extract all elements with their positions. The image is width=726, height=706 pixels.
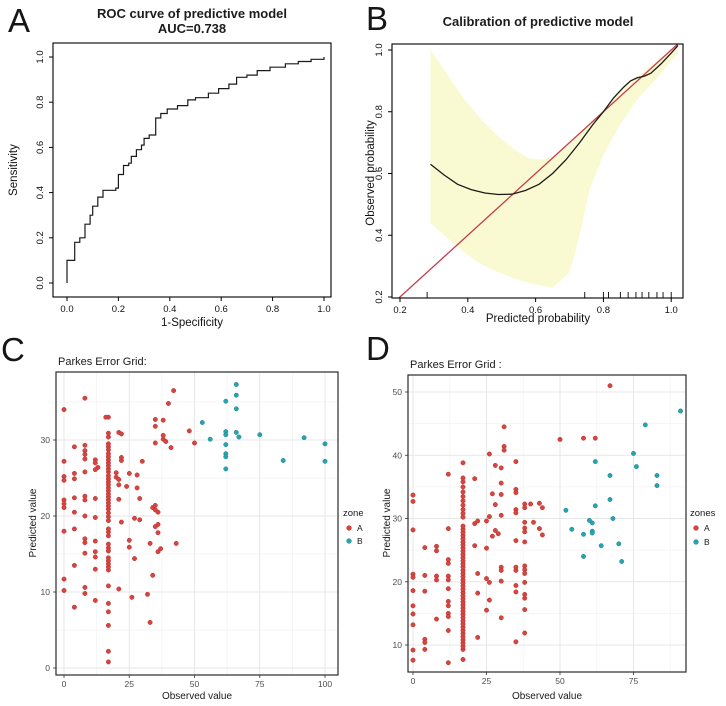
legend-swatch-zone-A (693, 525, 699, 531)
parkes-error-grid-panel-d: 0 25 50 75 10 20 30 40 50 Parkes Error Grid : Obse… (382, 359, 716, 702)
svg-text:zones: zones (690, 508, 716, 519)
svg-text:0: 0 (45, 663, 50, 673)
svg-text:0.4: 0.4 (461, 305, 474, 316)
svg-text:0.6: 0.6 (215, 304, 228, 315)
parkes-error-grid-panel-c: 0 25 50 75 100 0 10 20 30 Parkes Error Grid: Obser… (28, 356, 363, 702)
svg-text:1.0: 1.0 (374, 43, 385, 56)
svg-text:Predicted value: Predicted value (382, 488, 393, 557)
svg-text:0: 0 (411, 676, 416, 686)
confidence-band (430, 44, 678, 288)
svg-text:B: B (357, 536, 363, 546)
svg-text:ROC curve of predictive model: ROC curve of predictive model (97, 6, 287, 21)
svg-text:Sensitivity: Sensitivity (8, 144, 20, 196)
svg-text:0.0: 0.0 (35, 276, 46, 289)
parkes-grid-plot: 0 25 50 75 100 0 10 20 30 Parkes Error Grid: Obser… (28, 356, 363, 702)
scatter-points-zone-B (563, 408, 683, 564)
svg-text:1.0: 1.0 (665, 305, 678, 316)
svg-text:Parkes Error Grid :: Parkes Error Grid : (410, 359, 502, 371)
svg-text:A: A (704, 523, 710, 533)
svg-text:Predicted probability: Predicted probability (486, 313, 590, 325)
scatter-points-zone-A (410, 383, 613, 666)
svg-text:0.4: 0.4 (163, 304, 176, 315)
svg-text:50: 50 (393, 387, 403, 397)
svg-text:0.2: 0.2 (35, 231, 46, 244)
svg-text:0: 0 (62, 679, 67, 689)
roc-curve-panel: 0.0 0.2 0.4 0.6 0.8 1.0 0.0 0.2 0.4 0.6 0.8 1.0 ROC … (8, 6, 332, 329)
svg-text:0.4: 0.4 (374, 229, 385, 242)
svg-text:0.6: 0.6 (529, 305, 542, 316)
svg-text:40: 40 (393, 450, 403, 460)
roc-curve-line (66, 57, 325, 283)
svg-text:30: 30 (393, 514, 403, 524)
svg-text:0.6: 0.6 (374, 167, 385, 180)
svg-text:Parkes Error Grid:: Parkes Error Grid: (58, 356, 147, 368)
svg-text:Observed probability: Observed probability (365, 120, 377, 226)
svg-text:0.6: 0.6 (35, 141, 46, 154)
parkes-grid-plot: 0 25 50 75 10 20 30 40 50 Parkes Error Grid : Obse… (382, 359, 716, 702)
svg-text:10: 10 (393, 640, 403, 650)
svg-text:75: 75 (255, 679, 265, 689)
calibration-curve (430, 44, 679, 196)
svg-text:25: 25 (125, 679, 135, 689)
zones-legend: zones AB (343, 508, 363, 546)
svg-text:20: 20 (41, 511, 51, 521)
svg-text:0.4: 0.4 (35, 186, 46, 199)
calibration-panel: 0.2 0.4 0.6 0.8 1.0 0.2 0.4 0.6 0.8 1.0 Calibratio… (365, 14, 684, 325)
svg-text:10: 10 (41, 587, 51, 597)
zones-legend: zones AB (690, 508, 716, 547)
svg-text:50: 50 (190, 679, 200, 689)
panel-letter-b: B (366, 0, 389, 37)
svg-text:0.8: 0.8 (35, 96, 46, 109)
panel-letter-d: D (366, 330, 390, 367)
calibration-plot: 0.2 0.4 0.6 0.8 1.0 0.2 0.4 0.6 0.8 1.0 Calibratio… (365, 14, 684, 325)
scatter-points-zone-B (199, 382, 328, 472)
svg-text:0.2: 0.2 (393, 305, 406, 316)
svg-text:Calibration of predictive mode: Calibration of predictive model (443, 14, 634, 29)
svg-text:25: 25 (482, 676, 492, 686)
svg-text:1.0: 1.0 (317, 304, 330, 315)
legend-swatch-zone-B (346, 538, 352, 544)
svg-text:Observed value: Observed value (162, 691, 232, 702)
svg-text:Predicted value: Predicted value (28, 488, 39, 557)
roc-plot: 0.0 0.2 0.4 0.6 0.8 1.0 0.0 0.2 0.4 0.6 0.8 1.0 ROC … (8, 6, 332, 329)
svg-text:zones: zones (343, 508, 363, 519)
svg-text:100: 100 (318, 679, 332, 689)
svg-text:B: B (704, 537, 710, 547)
svg-text:0.8: 0.8 (266, 304, 279, 315)
panel-letter-a: A (8, 2, 31, 39)
panel-letter-c: C (1, 331, 25, 368)
svg-text:30: 30 (41, 435, 51, 445)
svg-text:0.2: 0.2 (374, 290, 385, 303)
svg-text:0.0: 0.0 (60, 304, 73, 315)
svg-text:1-Specificity: 1-Specificity (161, 317, 223, 329)
svg-text:0.8: 0.8 (374, 105, 385, 118)
svg-text:20: 20 (393, 577, 403, 587)
ideal-line (397, 44, 679, 298)
svg-text:A: A (357, 523, 363, 533)
svg-text:1.0: 1.0 (35, 50, 46, 63)
legend-swatch-zone-B (693, 539, 699, 545)
svg-text:Observed value: Observed value (512, 691, 582, 702)
legend-swatch-zone-A (346, 525, 352, 531)
svg-text:75: 75 (629, 676, 639, 686)
scatter-points-zone-A (61, 388, 197, 665)
svg-text:AUC=0.738: AUC=0.738 (158, 21, 226, 36)
svg-text:0.8: 0.8 (597, 305, 610, 316)
svg-text:50: 50 (555, 676, 565, 686)
svg-text:0.2: 0.2 (112, 304, 125, 315)
